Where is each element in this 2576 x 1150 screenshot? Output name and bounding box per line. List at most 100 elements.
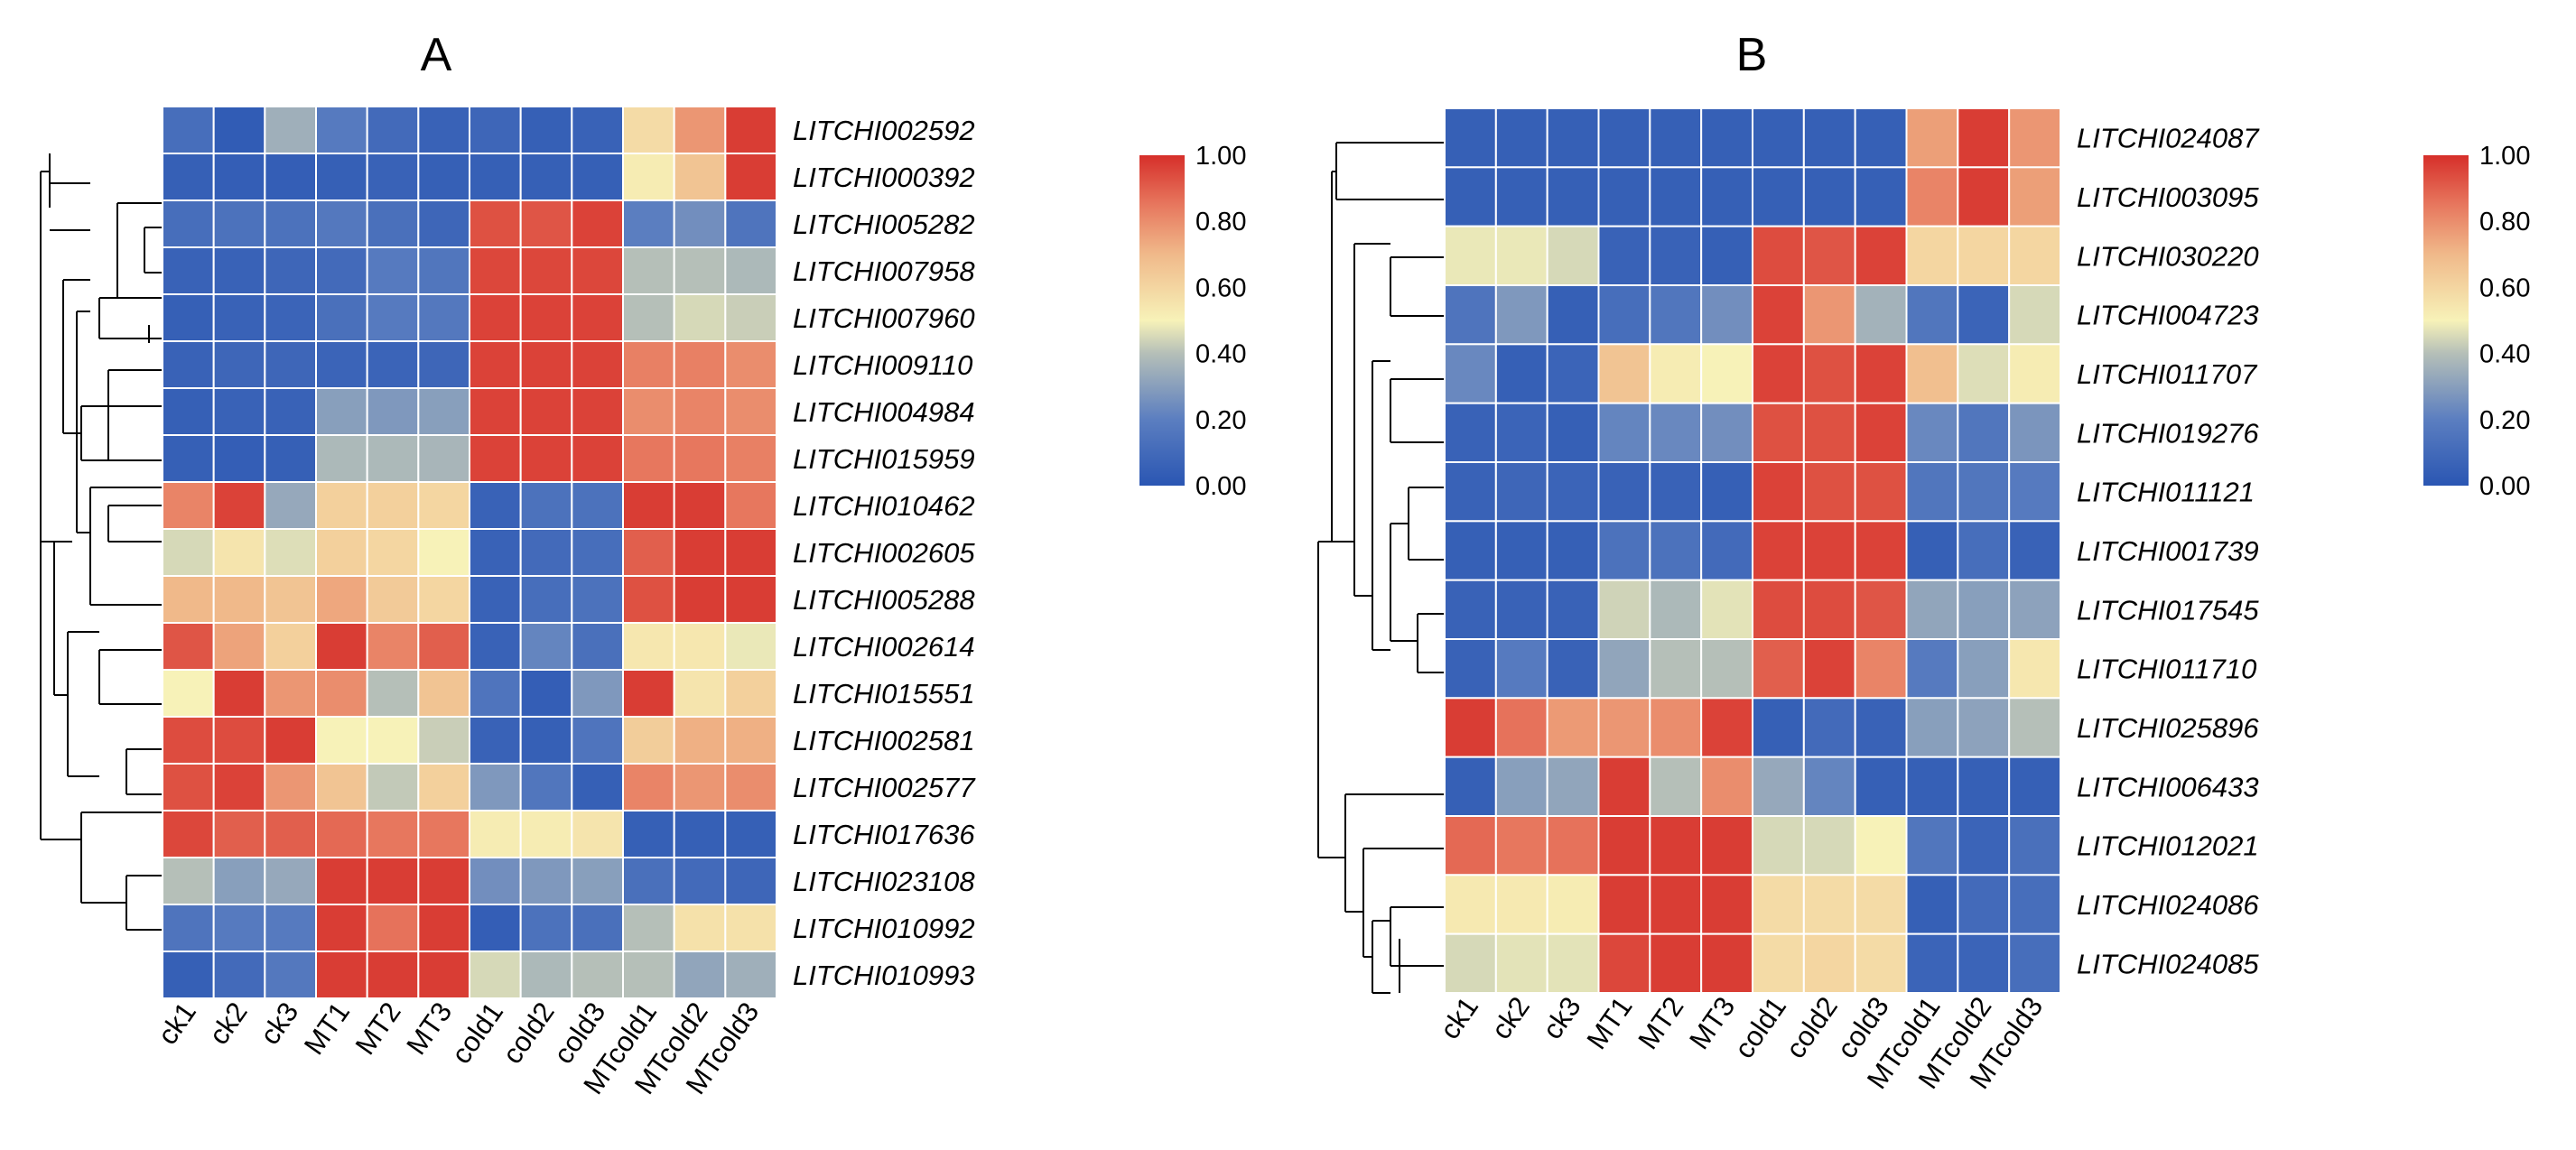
column-label: MT1 <box>298 997 356 1061</box>
column-labels-a: ck1 ck2 ck3MT1MT2MT3cold1cold2cold3MTcold1… <box>152 997 766 1100</box>
heatmap-cell <box>1752 815 1805 876</box>
heatmap-cell <box>1905 461 1959 523</box>
heatmap-cell <box>264 857 318 905</box>
colorbar-b: 1.00 0.80 0.60 0.40 0.20 0.00 <box>2423 142 2530 501</box>
heatmap-cell <box>1444 638 1497 700</box>
heatmap-cell <box>162 528 215 577</box>
heatmap-cell <box>469 199 522 248</box>
heatmap-cell <box>1700 520 1753 581</box>
heatmap-cell <box>162 246 215 295</box>
heatmap-cell <box>417 622 471 671</box>
heatmap-cell <box>1700 166 1753 227</box>
heatmap-cell <box>1494 520 1548 581</box>
heatmap-cell <box>1444 520 1497 581</box>
heatmap-cell <box>417 575 471 624</box>
heatmap-cell <box>673 153 727 201</box>
heatmap-cell <box>1854 756 1908 818</box>
heatmap-cell <box>1854 166 1908 227</box>
heatmap-cell <box>1546 225 1600 287</box>
heatmap-cell <box>315 763 368 811</box>
heatmap-cell <box>212 575 266 624</box>
heatmap-cell <box>571 434 624 483</box>
heatmap-cell <box>212 857 266 905</box>
heatmap-cell <box>366 528 420 577</box>
heatmap-cell <box>162 153 215 201</box>
heatmap-cell <box>1752 461 1805 523</box>
panel-a: A LITCHI002592LITCHI000392LITCHI005282LI… <box>40 29 1246 1100</box>
heatmap-cell <box>264 810 318 858</box>
heatmap-cell <box>622 153 675 201</box>
heatmap-cell <box>1649 697 1703 758</box>
heatmap-cell <box>162 716 215 765</box>
heatmap-cell <box>2008 815 2062 876</box>
heatmap-cell <box>2008 932 2062 994</box>
heatmap-cell <box>1700 107 1753 169</box>
heatmap-cell <box>519 622 573 671</box>
heatmap-cell <box>519 716 573 765</box>
gene-label: LITCHI030220 <box>2077 240 2259 272</box>
heatmap-cell <box>622 622 675 671</box>
column-label: ck1 <box>1434 991 1484 1045</box>
gene-label: LITCHI011710 <box>2077 654 2256 685</box>
heatmap-cell <box>1854 815 1908 876</box>
heatmap-cell <box>1802 107 1856 169</box>
heatmap-cell <box>1546 756 1600 818</box>
heatmap-cell <box>571 810 624 858</box>
heatmap-cell <box>2008 343 2062 404</box>
heatmap-cell <box>417 387 471 436</box>
heatmap-cell <box>1752 225 1805 287</box>
gene-label: LITCHI001739 <box>2077 535 2259 567</box>
heatmap-cell <box>315 387 368 436</box>
gene-label: LITCHI025896 <box>2077 712 2259 744</box>
colorbar-tick-label: 0.20 <box>2479 406 2530 435</box>
heatmap-cell <box>1854 461 1908 523</box>
heatmap-cell <box>622 340 675 389</box>
heatmap-cell <box>1752 166 1805 227</box>
heatmap-cell <box>264 575 318 624</box>
heatmap-cell <box>366 246 420 295</box>
heatmap-cell <box>162 106 215 154</box>
heatmap-cell <box>1649 225 1703 287</box>
heatmap-cell <box>724 199 777 248</box>
gene-label: LITCHI007958 <box>793 255 975 287</box>
heatmap-cell <box>571 669 624 718</box>
heatmap-cell <box>1854 874 1908 935</box>
gene-label: LITCHI002614 <box>793 631 975 663</box>
heatmap-cell <box>162 293 215 342</box>
heatmap-cell <box>622 951 675 999</box>
panel-b-dendrogram <box>1317 142 1445 994</box>
heatmap-cell <box>469 716 522 765</box>
heatmap-cell <box>1802 638 1856 700</box>
heatmap-cell <box>622 481 675 530</box>
heatmap-cell <box>724 246 777 295</box>
heatmap-cell <box>724 951 777 999</box>
heatmap-cell <box>2008 579 2062 641</box>
heatmap-cell <box>2008 284 2062 346</box>
heatmap-cell <box>1546 579 1600 641</box>
heatmap-cell <box>724 669 777 718</box>
heatmap-cell <box>1752 756 1805 818</box>
gene-label: LITCHI024086 <box>2077 889 2259 921</box>
panel-a-title: A <box>421 29 452 81</box>
heatmap-cell <box>1546 638 1600 700</box>
heatmap-cell <box>417 106 471 154</box>
heatmap-cell <box>264 951 318 999</box>
heatmap-cell <box>1854 107 1908 169</box>
gene-label: LITCHI017545 <box>2077 594 2259 626</box>
gene-label: LITCHI002592 <box>793 115 975 146</box>
heatmap-cell <box>1700 579 1753 641</box>
heatmap-cell <box>315 716 368 765</box>
gene-label: LITCHI010992 <box>793 913 975 944</box>
heatmap-cell <box>1546 697 1600 758</box>
heatmap-cell <box>1752 107 1805 169</box>
heatmap-cell <box>1802 166 1856 227</box>
heatmap-cell <box>469 575 522 624</box>
heatmap-b <box>1444 107 2062 994</box>
heatmap-cell <box>417 716 471 765</box>
heatmap-cell <box>1649 343 1703 404</box>
heatmap-cell <box>469 106 522 154</box>
gene-label: LITCHI019276 <box>2077 417 2259 449</box>
heatmap-cell <box>724 340 777 389</box>
heatmap-cell <box>1444 579 1497 641</box>
